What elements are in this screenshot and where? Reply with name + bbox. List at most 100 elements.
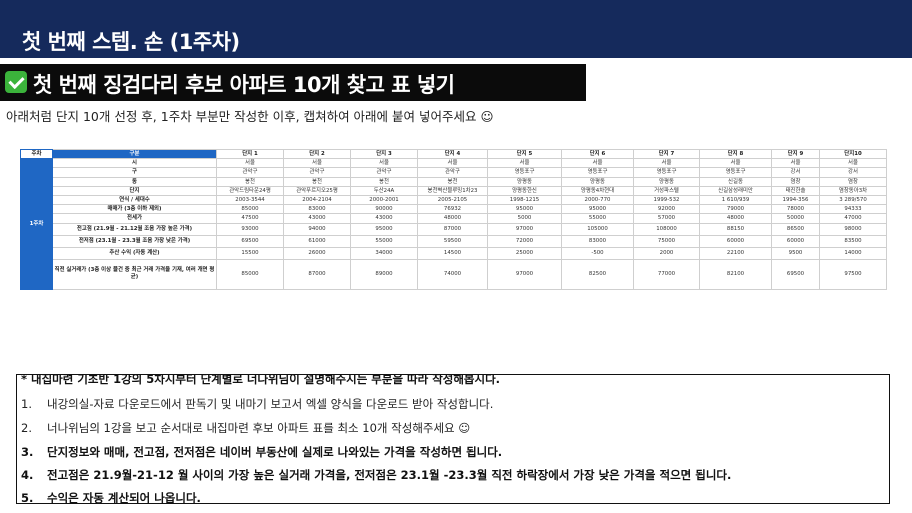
table-row: 연식 / 세대수 2003-3544 2004-2104 2000-2001 2005-… bbox=[21, 195, 887, 206]
table-cell: 55000 bbox=[350, 234, 418, 248]
table-cell: 69500 bbox=[216, 234, 284, 248]
slide-header: 첫 번째 스텝. 손 (1주차) bbox=[0, 0, 912, 58]
table-cell: 92000 bbox=[633, 204, 700, 215]
notes-header: * 내집마련 기초반 1강의 5차시부터 단계별로 너나위님이 설명해주시는 부… bbox=[21, 374, 501, 386]
table-cell: 90000 bbox=[350, 204, 418, 215]
table-cell: 93000 bbox=[216, 222, 284, 236]
table-cell: 봉천 bbox=[216, 176, 284, 187]
table-cell: 89000 bbox=[350, 258, 418, 290]
table-cell: 관악구 bbox=[417, 167, 488, 178]
table-cell: 관악구 bbox=[350, 167, 418, 178]
table-cell: 82500 bbox=[561, 258, 634, 290]
table-cell: 강서 bbox=[771, 167, 820, 178]
table-cell: 55000 bbox=[561, 213, 634, 224]
table-row: 1주차 시 서울 서울 서울 서울 서울 서울 서울 서울 서울 서울 bbox=[20, 158, 887, 290]
row-label: 단지 bbox=[52, 185, 217, 197]
table-cell: 2000 bbox=[633, 246, 700, 260]
complex-column-header: 단지 2 bbox=[283, 148, 351, 160]
table-cell: 염창 bbox=[771, 176, 820, 187]
table-cell: 양평동 bbox=[487, 176, 562, 187]
table-cell: 57000 bbox=[633, 213, 700, 224]
row-label: 직전 실거래가 (3층 이상 물건 중 최근 거래 가격을 기재, 여러 개면 … bbox=[52, 258, 217, 290]
week-column-header: 주차 bbox=[20, 148, 53, 160]
note-item: 4. 전고점은 21.9월-21-12 월 사이의 가장 높은 실거래 가격을, … bbox=[21, 468, 732, 482]
table-cell: 1994-356 bbox=[771, 195, 820, 206]
complex-column-header: 단지 3 bbox=[350, 148, 418, 160]
note-item: 5. 수익은 자동 계산되어 나옵니다. bbox=[21, 491, 201, 504]
table-cell: 관악구 bbox=[283, 167, 351, 178]
row-label: 동 bbox=[52, 176, 217, 187]
table-cell: 2000-770 bbox=[561, 195, 634, 206]
table-cell: 72000 bbox=[487, 234, 562, 248]
table-cell: 34000 bbox=[350, 246, 418, 260]
table-cell: 94000 bbox=[283, 222, 351, 236]
table-cell: 47000 bbox=[819, 213, 887, 224]
row-label: 추산 수익 (자동 계산) bbox=[52, 246, 217, 260]
table-cell: 서울 bbox=[561, 158, 634, 169]
table-cell: 봉천 bbox=[350, 176, 418, 187]
table-row: 추산 수익 (자동 계산) 15500 26000 34000 14500 25000 -5… bbox=[21, 246, 887, 260]
table-cell: 강서 bbox=[819, 167, 887, 178]
table-cell: 22100 bbox=[699, 246, 772, 260]
category-column-header: 구분 bbox=[52, 148, 217, 160]
table-cell: 77000 bbox=[633, 258, 700, 290]
table-cell: 87000 bbox=[283, 258, 351, 290]
table-cell: 48000 bbox=[417, 213, 488, 224]
table-cell: 서울 bbox=[283, 158, 351, 169]
table-cell: 60000 bbox=[699, 234, 772, 248]
table-cell: 9500 bbox=[771, 246, 820, 260]
table-cell: 양평동4차현대 bbox=[561, 185, 634, 197]
table-cell: 69500 bbox=[771, 258, 820, 290]
check-mark-icon bbox=[5, 71, 27, 93]
table-cell: 105000 bbox=[561, 222, 634, 236]
table-cell: 97500 bbox=[819, 258, 887, 290]
table-cell: 75000 bbox=[633, 234, 700, 248]
apartment-candidate-table: 주차 구분 단지 1 단지 2 단지 3 단지 4 단지 5 단지 6 단지 7 단지 8 단지 9… bbox=[20, 148, 887, 290]
table-cell: 76932 bbox=[417, 204, 488, 215]
table-row: 매매가 (3층 이하 제외) 85000 83000 90000 76932 95000 9… bbox=[21, 204, 887, 215]
table-cell: 43000 bbox=[350, 213, 418, 224]
table-cell: 1 610/939 bbox=[699, 195, 772, 206]
table-cell: 봉천벽산블루밍1차23 bbox=[417, 185, 488, 197]
complex-column-header: 단지 9 bbox=[771, 148, 820, 160]
table-cell: 관악드림타운24평 bbox=[216, 185, 284, 197]
complex-column-header: 단지 4 bbox=[417, 148, 488, 160]
row-label: 연식 / 세대수 bbox=[52, 195, 217, 206]
table-cell: 79000 bbox=[699, 204, 772, 215]
complex-column-header: 단지10 bbox=[819, 148, 887, 160]
table-cell: 83000 bbox=[561, 234, 634, 248]
table-cell: 98000 bbox=[819, 222, 887, 236]
table-cell: -500 bbox=[561, 246, 634, 260]
table-cell: 서울 bbox=[216, 158, 284, 169]
table-cell: 서울 bbox=[350, 158, 418, 169]
table-cell: 3 289/570 bbox=[819, 195, 887, 206]
table-cell: 60000 bbox=[771, 234, 820, 248]
table-cell: 83500 bbox=[819, 234, 887, 248]
table-cell: 15500 bbox=[216, 246, 284, 260]
table-cell: 1999-532 bbox=[633, 195, 700, 206]
table-cell: 태진한솔 bbox=[771, 185, 820, 197]
section-title-bar: 첫 번째 징검다리 후보 아파트 10개 찾고 표 넣기 bbox=[0, 64, 586, 101]
table-row: 구 관악구 관악구 관악구 관악구 영등포구 영등포구 영등포구 영등포구 강서 강서 bbox=[21, 167, 887, 178]
table-cell: 양평동한신 bbox=[487, 185, 562, 197]
row-label: 매매가 (3층 이하 제외) bbox=[52, 204, 217, 215]
table-row: 전고점 (21.9월 - 21.12월 조음 가장 높은 가격) 93000 940… bbox=[21, 222, 887, 236]
table-cell: 95000 bbox=[487, 204, 562, 215]
table-cell: 87000 bbox=[417, 222, 488, 236]
table-cell: 서울 bbox=[633, 158, 700, 169]
table-cell: 양평동 bbox=[633, 176, 700, 187]
table-cell: 95000 bbox=[561, 204, 634, 215]
table-cell: 25000 bbox=[487, 246, 562, 260]
table-cell: 관악푸르지오25평 bbox=[283, 185, 351, 197]
table-cell: 관악구 bbox=[216, 167, 284, 178]
row-label: 전저점 (23.1월 - 23.3월 조음 가장 낮은 가격) bbox=[52, 234, 217, 248]
table-cell: 59500 bbox=[417, 234, 488, 248]
table-cell: 47500 bbox=[216, 213, 284, 224]
table-cell: 48000 bbox=[699, 213, 772, 224]
complex-column-header: 단지 7 bbox=[633, 148, 700, 160]
table-cell: 86500 bbox=[771, 222, 820, 236]
table-cell: 108000 bbox=[633, 222, 700, 236]
table-cell: 61000 bbox=[283, 234, 351, 248]
table-cell: 영등포구 bbox=[699, 167, 772, 178]
table-cell: 거성파스텔 bbox=[633, 185, 700, 197]
